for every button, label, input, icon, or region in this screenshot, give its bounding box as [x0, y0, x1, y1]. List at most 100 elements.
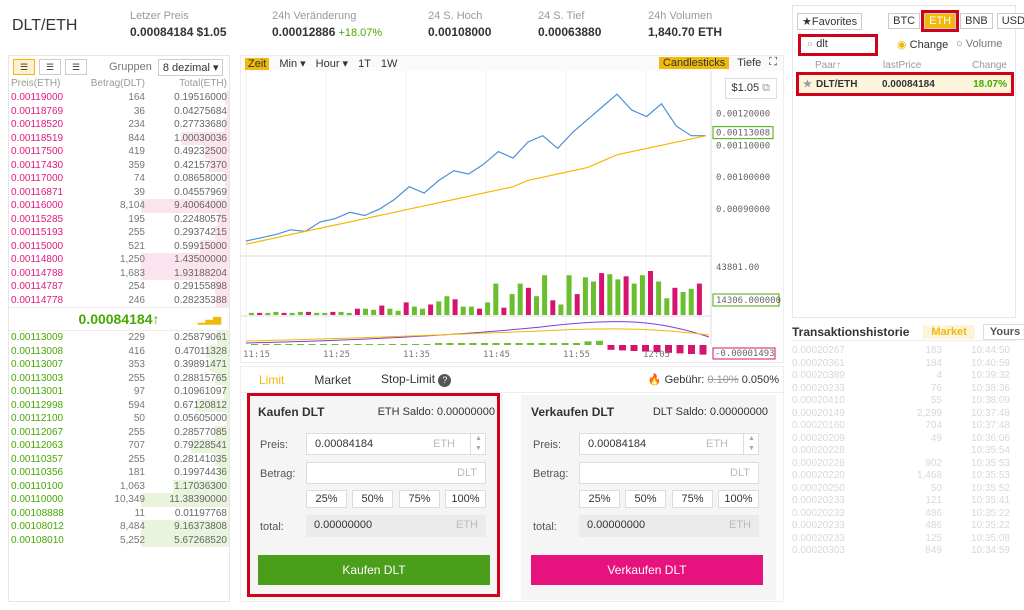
external-link-icon[interactable]: ⧉: [762, 82, 770, 94]
sell-amount-input[interactable]: DLT: [579, 462, 759, 484]
bid-row[interactable]: 0.00108012 8,484 9.16373808: [9, 520, 229, 534]
bid-row[interactable]: 0.00110357 255 0.28141035: [9, 452, 229, 466]
buy-amount-input[interactable]: DLT: [306, 462, 486, 484]
bid-row[interactable]: 0.00110356 181 0.19974436: [9, 466, 229, 480]
market-tab-eth[interactable]: ETH: [921, 10, 960, 32]
order-total: 0.29374215: [174, 227, 227, 238]
ask-row[interactable]: 0.00116871 39 0.04557969: [9, 185, 229, 199]
bid-row[interactable]: 0.00108010 5,252 5.67268520: [9, 533, 229, 547]
ask-row[interactable]: 0.00114778 246 0.28235388: [9, 293, 229, 307]
ask-row[interactable]: 0.00114800 1,250 1.43500000: [9, 253, 229, 267]
ask-row[interactable]: 0.00117500 419 0.49232500: [9, 145, 229, 159]
depth-bar: [141, 199, 229, 213]
order-type-tabs: Limit Market Stop-Limit ?: [241, 367, 783, 393]
bid-row[interactable]: 0.00113008 416 0.47011328: [9, 344, 229, 358]
chart-tab-1t[interactable]: 1T: [358, 57, 371, 70]
ask-row[interactable]: 0.00118519 844 1.00030036: [9, 131, 229, 145]
col-change[interactable]: Change: [971, 60, 1007, 71]
bid-row[interactable]: 0.00113009 229 0.25879061: [9, 331, 229, 345]
ask-row[interactable]: 0.00115285 195 0.22480575: [9, 212, 229, 226]
macd-histogram-bar: [642, 345, 649, 352]
col-last-price[interactable]: lastPrice: [883, 60, 922, 71]
macd-histogram-bar: [515, 343, 523, 345]
ask-row[interactable]: 0.00118520 234 0.27733680: [9, 118, 229, 132]
order-amount: 594: [128, 399, 145, 411]
tab-stop-limit[interactable]: Stop-Limit ?: [381, 372, 452, 387]
buy-pct-50[interactable]: 50%: [352, 490, 393, 508]
bid-row[interactable]: 0.00108888 11 0.01197768: [9, 506, 229, 520]
trade-tab-market[interactable]: Market: [923, 324, 975, 339]
bid-row[interactable]: 0.00113007 353 0.39891471: [9, 358, 229, 372]
market-tab-usdt[interactable]: USDT: [996, 13, 1024, 29]
tab-market[interactable]: Market: [314, 372, 352, 387]
chart-tab-min[interactable]: Min ▾: [279, 58, 306, 70]
ask-row[interactable]: 0.00116000 8,104 9.40064000: [9, 199, 229, 213]
sell-total-unit: ETH: [729, 519, 751, 531]
fullscreen-icon[interactable]: ⛶: [769, 56, 777, 68]
market-search-input[interactable]: ⌕ dlt: [798, 34, 878, 56]
ask-row[interactable]: 0.00119000 164 0.19516000: [9, 91, 229, 105]
ask-row[interactable]: 0.00114787 254 0.29155898: [9, 280, 229, 294]
market-row-dlt-eth[interactable]: ★ DLT/ETH 0.00084184 18.07%: [796, 72, 1014, 96]
trade-row: 0.00020410 55 10:38:09: [792, 395, 1010, 408]
trade-row: 0.00020228 10:35:54: [792, 445, 1010, 458]
orderbook-asks-view-icon[interactable]: ☰: [65, 59, 87, 75]
star-icon[interactable]: ★: [803, 78, 812, 90]
price-chart[interactable]: 0.00120000 0.00113008 0.00110000 0.00100000…: [241, 71, 783, 362]
bid-row[interactable]: 0.00112998 594 0.67120812: [9, 398, 229, 412]
chart-tab-1w[interactable]: 1W: [380, 57, 398, 70]
depth-bar: [224, 172, 229, 186]
last-price-row[interactable]: 0.00084184↑ ▁▃▅: [9, 307, 229, 331]
buy-button[interactable]: Kaufen DLT: [258, 555, 490, 585]
market-tab-btc[interactable]: BTC: [888, 13, 921, 29]
bid-row[interactable]: 0.00110000 10,349 11.38390000: [9, 493, 229, 507]
ask-row[interactable]: 0.00118769 36 0.04275684: [9, 104, 229, 118]
depth-tab[interactable]: Tiefe: [737, 56, 762, 69]
buy-pct-75[interactable]: 75%: [399, 490, 440, 508]
buy-pct-25[interactable]: 25%: [306, 490, 347, 508]
ask-row[interactable]: 0.00115000 521 0.59915000: [9, 239, 229, 253]
trade-tab-yours[interactable]: Yours: [982, 323, 1024, 340]
sell-price-input[interactable]: 0.00084184 ETH: [579, 433, 759, 455]
buy-pct-100[interactable]: 100%: [445, 490, 486, 508]
bid-row[interactable]: 0.00112067 255 0.28577085: [9, 425, 229, 439]
col-pair[interactable]: Paar↑: [815, 60, 842, 71]
radio-volume[interactable]: ○ Volume: [956, 38, 1002, 50]
buy-price-stepper[interactable]: ▲ ▼: [470, 434, 486, 454]
sell-button[interactable]: Verkaufen DLT: [531, 555, 763, 585]
volume-bar: [371, 309, 377, 315]
bid-row[interactable]: 0.00112063 707 0.79228541: [9, 439, 229, 453]
trade-time: 10:34:59: [971, 545, 1010, 556]
ask-row[interactable]: 0.00117000 74 0.08658000: [9, 172, 229, 186]
ask-row[interactable]: 0.00115193 255 0.29374215: [9, 226, 229, 240]
sell-pct-50[interactable]: 50%: [625, 490, 666, 508]
ask-row[interactable]: 0.00117430 359 0.42157370: [9, 158, 229, 172]
groups-select[interactable]: 8 dezimal ▾: [157, 58, 224, 76]
radio-change[interactable]: ◉ Change: [897, 38, 948, 51]
tab-limit[interactable]: Limit: [259, 372, 285, 387]
stat-value: 0.00084184: [130, 25, 194, 39]
sell-pct-100[interactable]: 100%: [718, 490, 759, 508]
trade-row: 0.00020233 486 10:35:22: [792, 508, 1010, 521]
sell-total-field[interactable]: 0.00000000 ETH: [579, 515, 759, 537]
depth-bar: [216, 331, 229, 345]
sell-pct-25[interactable]: 25%: [579, 490, 620, 508]
favorites-tab[interactable]: ★Favorites: [797, 12, 863, 30]
sell-pct-75[interactable]: 75%: [672, 490, 713, 508]
candlesticks-tab[interactable]: Candlesticks: [658, 56, 730, 69]
chart-tab-hour[interactable]: Hour ▾: [315, 58, 349, 70]
bid-row[interactable]: 0.00110100 1,063 1.17036300: [9, 479, 229, 493]
bid-row[interactable]: 0.00113003 255 0.28815765: [9, 371, 229, 385]
sell-price-stepper[interactable]: ▲ ▼: [743, 434, 759, 454]
bid-row[interactable]: 0.00112100 50 0.05605000: [9, 412, 229, 426]
market-tab-bnb[interactable]: BNB: [960, 13, 993, 29]
buy-total-field[interactable]: 0.00000000 ETH: [306, 515, 486, 537]
depth-bar: [141, 266, 229, 280]
orderbook-both-view-icon[interactable]: ☰: [13, 59, 35, 75]
bid-row[interactable]: 0.00113001 97 0.10961097: [9, 385, 229, 399]
help-icon[interactable]: ?: [438, 374, 452, 387]
chart-tab-zeit[interactable]: Zeit: [245, 57, 270, 70]
buy-price-input[interactable]: 0.00084184 ETH: [306, 433, 486, 455]
orderbook-bids-view-icon[interactable]: ☰: [39, 59, 61, 75]
ask-row[interactable]: 0.00114788 1,683 1.93188204: [9, 266, 229, 280]
